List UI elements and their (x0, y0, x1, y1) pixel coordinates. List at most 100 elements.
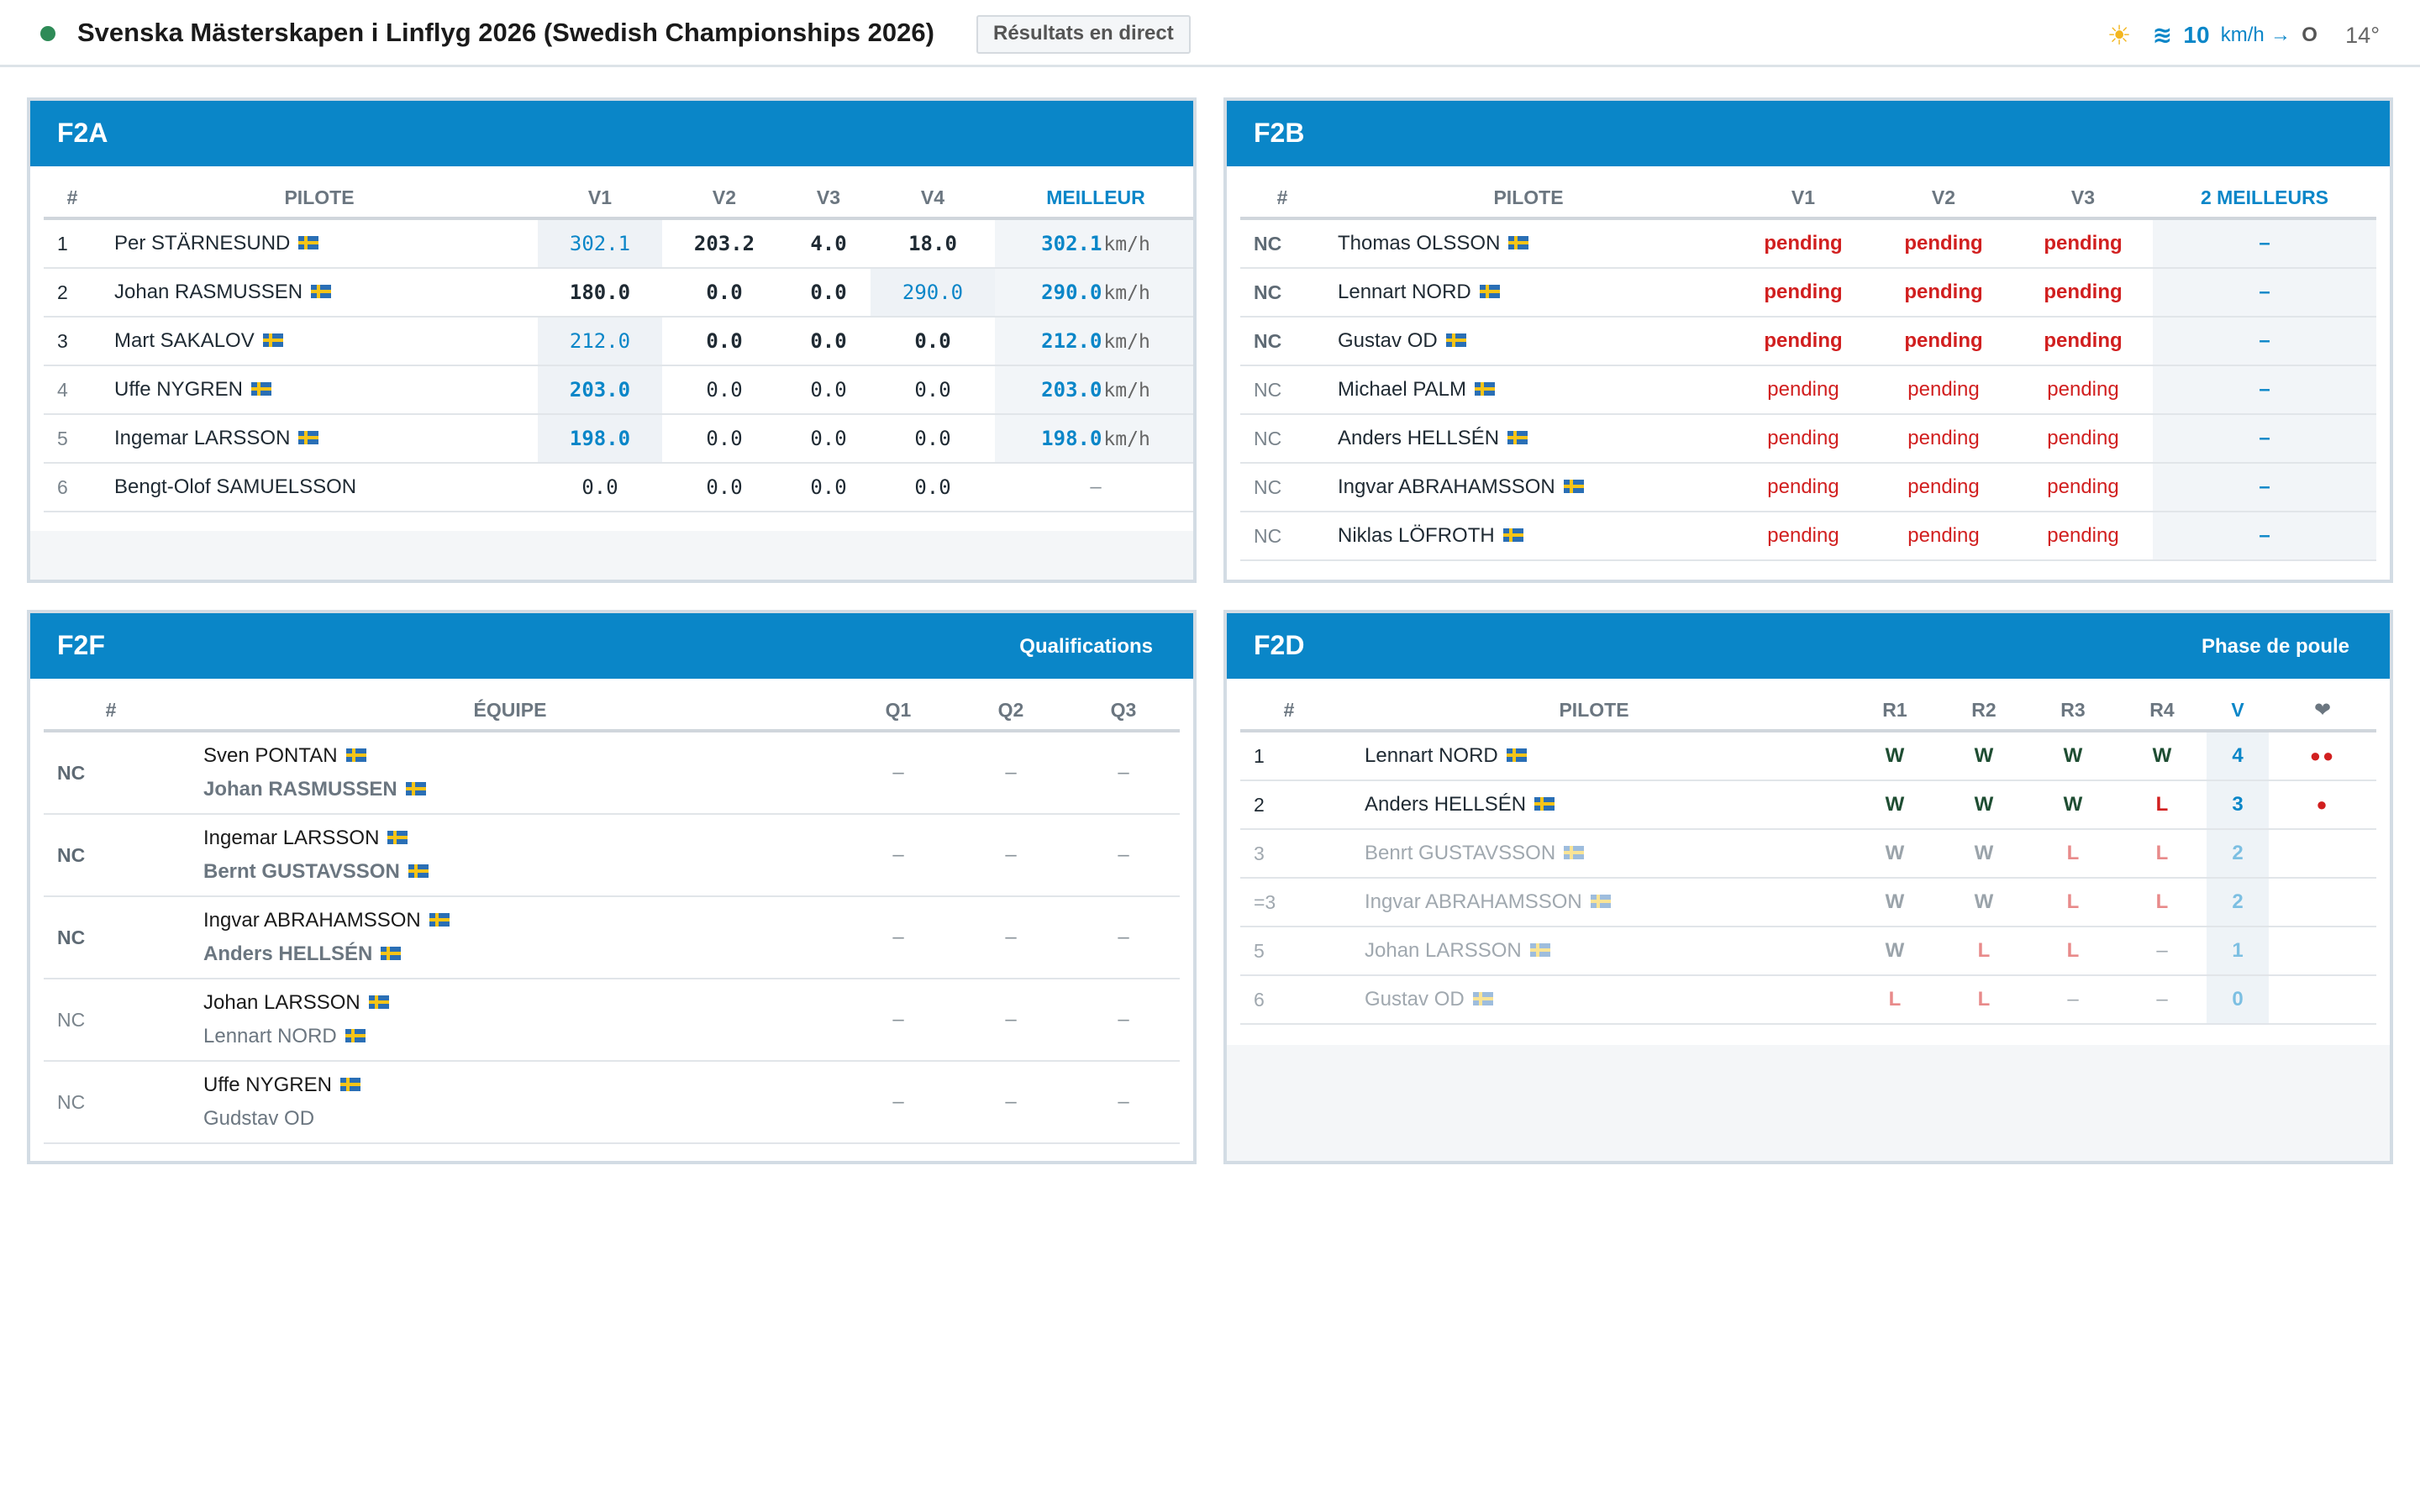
table-row[interactable]: 5 Ingemar LARSSON 198.0 0.0 0.0 0.0 198.… (44, 414, 1193, 464)
table-row[interactable]: NC Ingvar ABRAHAMSSON Anders HELLSÉN – –… (44, 896, 1180, 979)
pilot-name: Ingvar ABRAHAMSSON (1338, 475, 1555, 498)
column-header-pilot[interactable]: PILOTE (101, 178, 538, 220)
column-header-r4[interactable]: R4 (2118, 690, 2207, 732)
table-row[interactable]: 4 Uffe NYGREN 203.0 0.0 0.0 0.0 203.0km/… (44, 365, 1193, 415)
column-header-r1[interactable]: R1 (1850, 690, 1939, 732)
v3-value: pending (2013, 268, 2153, 318)
pilot-name: Bengt-Olof SAMUELSSON (114, 475, 357, 498)
table-row[interactable]: 3 Benrt GUSTAVSSON W W L L 2 (1240, 829, 2376, 879)
table-row[interactable]: 2 Anders HELLSÉN W W W L 3 ● (1240, 780, 2376, 830)
pilot-name: Anders HELLSÉN (1338, 427, 1500, 449)
q1-value: – (842, 731, 955, 815)
pilot-cell: Anders HELLSÉN (1324, 414, 1733, 464)
table-row[interactable]: NC Lennart NORD pending pending pending … (1240, 268, 2376, 318)
team-pilot-2: Lennart NORD (203, 1020, 842, 1053)
column-header-q2[interactable]: Q2 (955, 690, 1067, 732)
v1-value: 302.1 (538, 218, 662, 269)
column-header-v3[interactable]: V3 (2013, 178, 2153, 220)
v2-value: pending (1874, 512, 2013, 561)
r3-result: L (2028, 829, 2118, 879)
table-row[interactable]: 6 Bengt-Olof SAMUELSSON 0.0 0.0 0.0 0.0 … (44, 463, 1193, 512)
column-header-rank[interactable]: # (44, 690, 178, 732)
table-row[interactable]: 1 Lennart NORD W W W W 4 ●● (1240, 731, 2376, 781)
pilot-name: Lennart NORD (1365, 744, 1498, 767)
team-pilot-2: Bernt GUSTAVSSON (203, 855, 842, 889)
best-cell: 212.0km/h (995, 317, 1193, 366)
column-header-rank[interactable]: # (44, 178, 101, 220)
f2f-body: # ÉQUIPE Q1 Q2 Q3 NC Sven PONTAN Johan R… (30, 679, 1193, 1161)
best-value: 302.1 (1041, 232, 1102, 255)
pilot-name: Sven PONTAN (203, 744, 338, 767)
column-header-r3[interactable]: R3 (2028, 690, 2118, 732)
q2-value: – (955, 814, 1067, 897)
rank: NC (44, 814, 178, 897)
table-row[interactable]: NC Johan LARSSON Lennart NORD – – – (44, 979, 1180, 1062)
column-header-lives[interactable]: ❤ (2269, 690, 2376, 732)
table-row[interactable]: 1 Per STÄRNESUND 302.1 203.2 4.0 18.0 30… (44, 218, 1193, 269)
table-row[interactable]: NC Uffe NYGREN Gudstav OD – – – (44, 1061, 1180, 1144)
f2b-table: # PILOTE V1 V2 V3 2 MEILLEURS NC Thomas … (1240, 178, 2376, 561)
column-header-pilot[interactable]: PILOTE (1324, 178, 1733, 220)
column-header-v2[interactable]: V2 (662, 178, 786, 220)
table-row[interactable]: 3 Mart SAKALOV 212.0 0.0 0.0 0.0 212.0km… (44, 317, 1193, 366)
column-header-best-two[interactable]: 2 MEILLEURS (2153, 178, 2376, 220)
victories: 1 (2207, 927, 2269, 976)
column-header-rank[interactable]: # (1240, 690, 1338, 732)
r1-result: W (1850, 878, 1939, 927)
table-row[interactable]: NC Ingemar LARSSON Bernt GUSTAVSSON – – … (44, 814, 1180, 897)
table-row[interactable]: NC Ingvar ABRAHAMSSON pending pending pe… (1240, 463, 2376, 512)
table-row[interactable]: NC Gustav OD pending pending pending – (1240, 317, 2376, 366)
best-unit: km/h (1103, 428, 1150, 450)
column-header-victories[interactable]: V (2207, 690, 2269, 732)
pilot-name: Lennart NORD (203, 1025, 337, 1047)
column-header-v3[interactable]: V3 (786, 178, 871, 220)
table-row[interactable]: 2 Johan RASMUSSEN 180.0 0.0 0.0 290.0 29… (44, 268, 1193, 318)
sweden-flag-icon (1506, 748, 1527, 762)
rank: =3 (1240, 878, 1338, 927)
team-pilot-1: Ingvar ABRAHAMSSON (203, 904, 842, 937)
q1-value: – (842, 814, 955, 897)
pilot-name: Anders HELLSÉN (203, 942, 373, 965)
r1-result: W (1850, 780, 1939, 830)
team-pilot-1: Sven PONTAN (203, 739, 842, 773)
r3-result: W (2028, 780, 2118, 830)
table-row[interactable]: =3 Ingvar ABRAHAMSSON W W L L 2 (1240, 878, 2376, 927)
column-header-q1[interactable]: Q1 (842, 690, 955, 732)
column-header-v1[interactable]: V1 (1733, 178, 1874, 220)
v4-value: 18.0 (871, 218, 995, 269)
r3-result: – (2028, 975, 2118, 1025)
column-header-v1[interactable]: V1 (538, 178, 662, 220)
r2-result: L (1939, 975, 2028, 1025)
rank: 6 (1240, 975, 1338, 1025)
q3-value: – (1067, 814, 1180, 897)
column-header-pilot[interactable]: PILOTE (1338, 690, 1850, 732)
live-results-badge[interactable]: Résultats en direct (976, 15, 1191, 54)
column-header-rank[interactable]: # (1240, 178, 1324, 220)
column-header-team[interactable]: ÉQUIPE (178, 690, 842, 732)
pilot-cell: Anders HELLSÉN (1338, 780, 1850, 830)
column-header-r2[interactable]: R2 (1939, 690, 2028, 732)
best-value: – (2153, 463, 2376, 512)
sweden-flag-icon (1563, 479, 1584, 493)
best-value: 198.0 (1041, 427, 1102, 450)
table-row[interactable]: 5 Johan LARSSON W L L – 1 (1240, 927, 2376, 976)
v2-value: pending (1874, 365, 2013, 415)
v2-value: pending (1874, 463, 2013, 512)
page-title: Svenska Mästerskapen i Linflyg 2026 (Swe… (77, 18, 934, 47)
table-row[interactable]: NC Anders HELLSÉN pending pending pendin… (1240, 414, 2376, 464)
team-cell: Ingvar ABRAHAMSSON Anders HELLSÉN (178, 896, 842, 979)
wind-direction-arrow-icon: → (2270, 24, 2291, 47)
r4-result: L (2118, 878, 2207, 927)
pilot-name: Niklas LÖFROTH (1338, 524, 1495, 547)
column-header-v2[interactable]: V2 (1874, 178, 2013, 220)
f2f-panel: F2F Qualifications # ÉQUIPE Q1 Q2 Q3 NC … (27, 610, 1197, 1164)
table-row[interactable]: 6 Gustav OD L L – – 0 (1240, 975, 2376, 1025)
table-row[interactable]: NC Niklas LÖFROTH pending pending pendin… (1240, 512, 2376, 561)
column-header-q3[interactable]: Q3 (1067, 690, 1180, 732)
table-row[interactable]: NC Thomas OLSSON pending pending pending… (1240, 218, 2376, 269)
column-header-v4[interactable]: V4 (871, 178, 995, 220)
table-row[interactable]: NC Michael PALM pending pending pending … (1240, 365, 2376, 415)
column-header-best[interactable]: MEILLEUR (995, 178, 1193, 220)
table-row[interactable]: NC Sven PONTAN Johan RASMUSSEN – – – (44, 731, 1180, 815)
v3-value: pending (2013, 463, 2153, 512)
